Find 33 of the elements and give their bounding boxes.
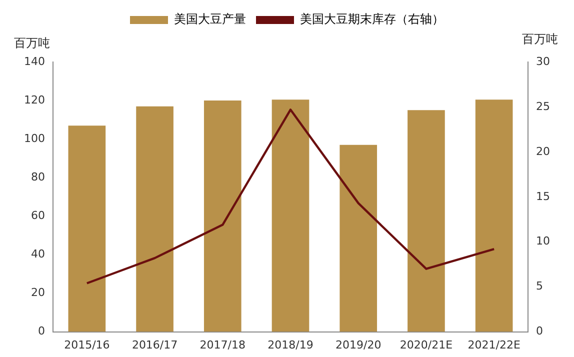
y-tick-label: 0 (38, 324, 45, 338)
y-tick-label: 120 (24, 93, 45, 106)
x-tick-label: 2017/18 (200, 338, 246, 352)
y2-tick-label: 10 (536, 234, 550, 248)
y-axis-title: 百万吨 (14, 36, 50, 50)
bar (68, 126, 106, 332)
x-tick-label: 2020/21E (400, 338, 453, 352)
y-tick-label: 100 (24, 132, 45, 145)
y-tick-label: 140 (24, 54, 45, 68)
y2-axis-title: 百万吨 (522, 32, 558, 46)
bar (475, 100, 513, 332)
y-tick-label: 20 (30, 286, 45, 300)
y2-tick-label: 25 (536, 100, 550, 113)
legend-label: 美国大豆期末库存（右轴） (300, 12, 444, 26)
y-tick-label: 60 (30, 209, 45, 222)
y-tick-label: 40 (30, 248, 45, 261)
legend-label: 美国大豆产量 (174, 12, 246, 26)
x-tick-label: 2018/19 (268, 338, 314, 352)
bar (340, 144, 378, 332)
x-tick-label: 2016/17 (132, 338, 178, 352)
bar (408, 110, 445, 332)
y2-tick-label: 5 (536, 280, 544, 293)
x-tick-label: 2019/20 (336, 338, 382, 352)
x-tick-label: 2015/16 (64, 338, 110, 352)
y-tick-label: 80 (30, 170, 45, 184)
y2-tick-label: 30 (536, 54, 550, 68)
x-tick-label: 2021/22E (468, 338, 520, 352)
y2-tick-label: 15 (536, 190, 550, 203)
bar (272, 100, 310, 332)
y2-tick-label: 20 (536, 144, 550, 158)
bar (204, 100, 242, 332)
bar (136, 106, 174, 332)
y2-tick-label: 0 (536, 324, 544, 338)
